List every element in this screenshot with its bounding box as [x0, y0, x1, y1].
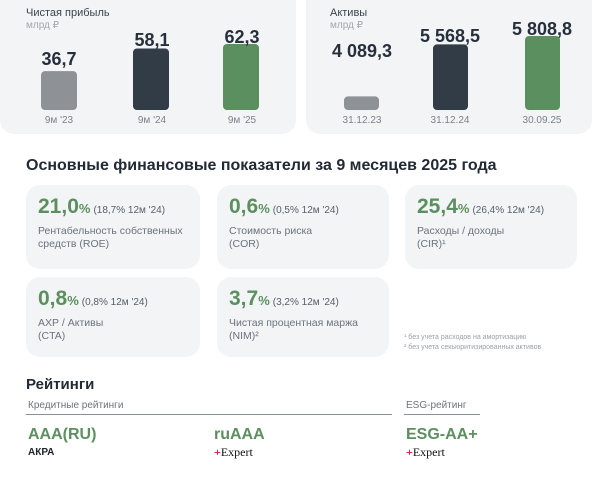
net-profit-panel: Чистая прибыль млрд ₽ 36,7 58,1 62,3 9м … — [0, 0, 296, 134]
bar-value-label: 36,7 — [41, 49, 77, 69]
bar-9-25 — [223, 44, 259, 110]
assets-title: Активы — [330, 7, 368, 19]
bar-category-label: 9м '24 — [137, 115, 167, 126]
net-profit-title: Чистая прибыль — [26, 7, 110, 19]
kpi-card-roe: 21,0% (18,7% 12м '24) Рентабельность собс… — [26, 185, 200, 269]
bar-category-label: 9м '25 — [227, 115, 257, 126]
footnote: ² без учета секьюритизированных активов — [404, 344, 542, 351]
expert-logo-mark: + — [214, 445, 221, 459]
kpi-card-nim: 3,7% (3,2% 12м '24) Чистая процентная мар… — [217, 277, 389, 357]
kpi-label: Чистая процентная маржа (NIM)² — [229, 317, 358, 342]
bar-31-12-23 — [344, 96, 379, 110]
kpi-previous-value: (3,2% 12м '24) — [272, 297, 339, 308]
kpi-label: Стоимость риска (COR) — [229, 225, 313, 250]
rating-value: ruAAA — [214, 426, 265, 443]
expert-ra-logo: +Expert — [214, 445, 253, 460]
kpi-card-cor: 0,6% (0,5% 12м '24) Стоимость риска (COR) — [217, 185, 389, 269]
credit-ratings-heading: Кредитные рейтинги — [28, 400, 124, 411]
kpi-previous-value: (0,8% 12м '24) — [81, 297, 148, 308]
bar-9-23 — [41, 71, 77, 110]
credit-ratings-divider — [26, 414, 392, 415]
assets-chart — [344, 36, 560, 111]
agency-name: Expert — [220, 445, 253, 459]
kpi-value-line: 21,0% (18,7% 12м '24) — [38, 195, 165, 219]
bar-category-label: 31.12.24 — [430, 115, 470, 126]
kpi-value-line: 0,8% (0,8% 12м '24) — [38, 287, 148, 311]
kpi-previous-value: (0,5% 12м '24) — [272, 205, 339, 216]
kpi-label: Расходы / доходы (CIR)¹ — [417, 225, 505, 250]
kpi-value-line: 25,4% (26,4% 12м '24) — [417, 195, 544, 219]
agency-name: АКРА — [28, 447, 55, 458]
bar-category-label: 9м '23 — [44, 115, 74, 126]
esg-rating-heading: ESG-рейтинг — [406, 400, 467, 411]
section-title: Основные финансовые показатели за 9 меся… — [26, 157, 497, 174]
kpi-card-cta: 0,8% (0,8% 12м '24) АХР / Активы (CTA) — [26, 277, 200, 357]
bar-value-label: 5 568,5 — [419, 26, 481, 46]
rating-value: ESG-AA+ — [406, 426, 478, 443]
kpi-value: 21,0 — [38, 195, 79, 218]
rating-value: AAA(RU) — [28, 426, 97, 443]
bar-31-12-24 — [433, 44, 468, 111]
bar-30-09-25 — [525, 36, 560, 110]
kpi-value: 3,7 — [229, 287, 259, 310]
bar-value-label: 62,3 — [224, 27, 260, 47]
kpi-previous-value: (26,4% 12м '24) — [472, 205, 545, 216]
expert-ra-logo: +Expert — [406, 445, 445, 460]
kpi-percent-sign: % — [78, 201, 91, 216]
bar-value-label: 58,1 — [134, 30, 170, 50]
kpi-value-line: 3,7% (3,2% 12м '24) — [229, 287, 339, 311]
bar-9-24 — [133, 48, 169, 110]
ratings-title: Рейтинги — [26, 376, 95, 393]
kpi-value: 25,4 — [417, 195, 458, 218]
kpi-label: АХР / Активы (CTA) — [38, 317, 104, 342]
kpi-value: 0,6 — [229, 195, 259, 218]
bar-value-label: 4 089,3 — [331, 41, 393, 61]
kpi-previous-value: (18,7% 12м '24) — [93, 205, 166, 216]
kpi-percent-sign: % — [67, 293, 79, 308]
bar-value-label: 5 808,8 — [511, 19, 573, 39]
kpi-percent-sign: % — [457, 201, 470, 216]
net-profit-chart — [41, 44, 259, 110]
kpi-card-cir: 25,4% (26,4% 12м '24) Расходы / доходы (C… — [405, 185, 577, 269]
footnote: ¹ без учета расходов на амортизацию — [404, 334, 527, 341]
kpi-percent-sign: % — [258, 201, 270, 216]
esg-rating-divider — [404, 414, 480, 415]
kpi-value: 0,8 — [38, 287, 68, 310]
kpi-percent-sign: % — [258, 293, 270, 308]
assets-panel: Активы млрд ₽ 4 089,3 5 568,5 5 808,8 31… — [306, 0, 592, 134]
kpi-value-line: 0,6% (0,5% 12м '24) — [229, 195, 339, 219]
expert-logo-mark: + — [406, 445, 413, 459]
bar-category-label: 30.09.25 — [522, 115, 562, 126]
kpi-label: Рентабельность собственных средств (ROE) — [38, 225, 183, 250]
agency-name: Expert — [412, 445, 445, 459]
assets-unit: млрд ₽ — [330, 20, 364, 31]
net-profit-unit: млрд ₽ — [26, 20, 60, 31]
bar-category-label: 31.12.23 — [342, 115, 382, 126]
